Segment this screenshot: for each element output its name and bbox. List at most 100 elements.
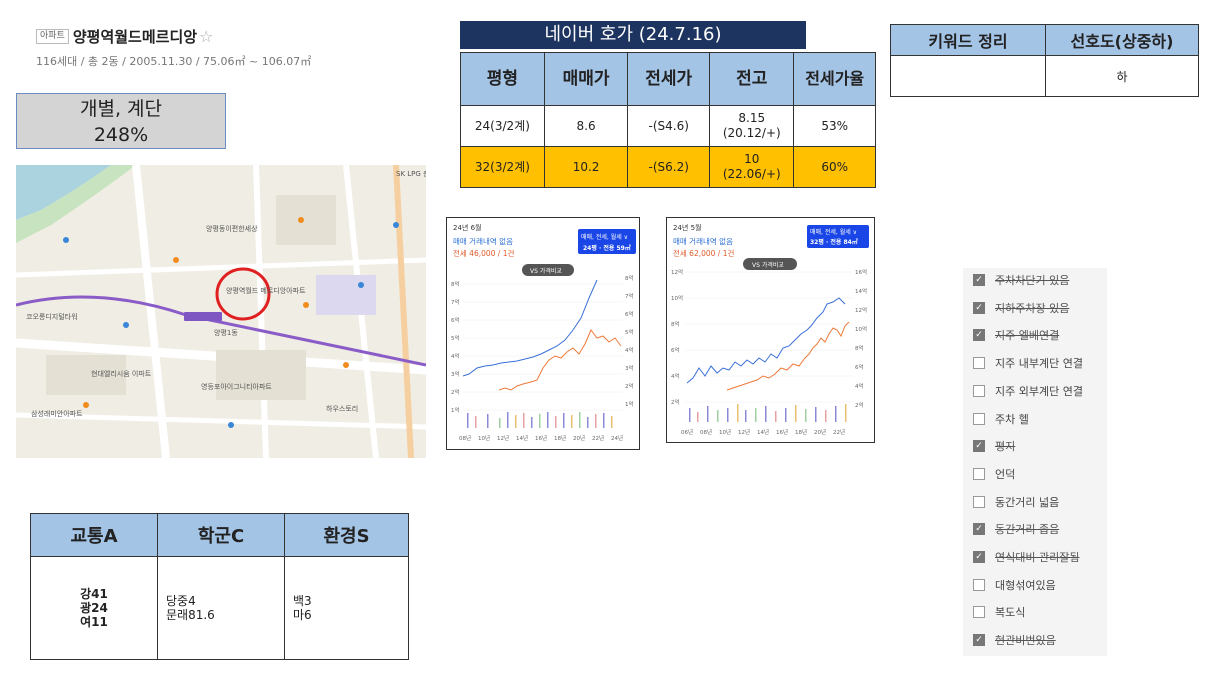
map-label: 하우스토리 <box>326 405 359 413</box>
high-date: (22.06/+) <box>722 167 781 181</box>
y-tick: 7억 <box>451 298 460 306</box>
map-label: 현대엘리시움 이파트 <box>91 370 152 378</box>
checklist-item[interactable]: ✓ 현관비번있음 <box>973 632 1056 648</box>
header-type: 평형 <box>460 52 545 106</box>
subway-line <box>16 295 426 367</box>
y-tick: 4억 <box>451 352 460 360</box>
size-label[interactable]: 32평 · 전용 84㎡ <box>810 238 858 246</box>
checklist-item[interactable]: 대형섞여있음 <box>973 577 1056 593</box>
checkbox-checked[interactable]: ✓ <box>973 274 985 286</box>
structure-ratio-box: 개별, 계단 248% <box>16 93 226 149</box>
checkbox-checked[interactable]: ✓ <box>973 440 985 453</box>
x-tick: 14년 <box>516 434 528 442</box>
compare-label[interactable]: VS 가격비교 <box>752 261 784 269</box>
x-tick: 12년 <box>497 434 509 442</box>
map-label: 코오롱디지털타워 <box>26 313 78 321</box>
checklist-label: 현관비번있음 <box>995 634 1056 648</box>
checklist-item[interactable]: ✓ 연식대비 관리잘됨 <box>973 549 1079 565</box>
checklist-item[interactable]: ✓ 주차차단기 있음 <box>973 272 1069 288</box>
checkbox-unchecked[interactable] <box>973 578 985 591</box>
checkbox-checked[interactable]: ✓ <box>973 301 985 314</box>
structure-label: 개별, 계단 <box>80 98 162 120</box>
apartment-name[interactable]: 양평역월드메르디앙 <box>72 28 198 46</box>
compare-button[interactable] <box>522 264 574 276</box>
y-tick-right: 8억 <box>625 274 634 282</box>
star-icon[interactable]: ☆ <box>199 27 214 46</box>
checkbox-unchecked[interactable] <box>973 495 985 508</box>
station-marker[interactable] <box>184 312 222 321</box>
checkbox-unchecked[interactable] <box>973 357 985 370</box>
high-value: 10 <box>744 152 760 166</box>
checkbox-unchecked[interactable] <box>973 412 985 425</box>
checklist-label: 평지 <box>995 440 1016 454</box>
x-tick: 22년 <box>833 428 845 436</box>
compare-label[interactable]: VS 가격비교 <box>530 267 562 275</box>
x-tick: 20년 <box>814 428 826 436</box>
feature-checklist: ✓ 주차차단기 있음 ✓ 지하주차장 있음 ✓ 지주 엘베연결 지주 내부계단 연결 지주 외… <box>963 268 1107 656</box>
checklist-item[interactable]: 언덕 <box>973 466 1015 482</box>
checklist-item[interactable]: 지주 내부계단 연결 <box>973 355 1083 371</box>
checklist-item[interactable]: ✓ 지주 엘베연결 <box>973 327 1059 343</box>
checklist-item[interactable]: ✓ 지하주차장 있음 <box>973 300 1069 316</box>
location-map[interactable]: SK LPG 충전소 양평역월드 메르디앙아파트 양평1동 영등포아이그니티아파… <box>16 165 426 458</box>
price-chart-32py[interactable]: 24년 5월 매매 거래내역 없음 전세 62,000 / 1건 매매, 전세,… <box>666 217 875 443</box>
environment-value: 마6 <box>293 608 312 622</box>
trade-type-label[interactable]: 매매, 전세, 월세 ∨ <box>581 233 628 241</box>
apartment-header: 아파트 양평역월드메르디앙 ☆ 116세대 / 총 2동 / 2005.11.30 … <box>36 26 366 90</box>
volume-bars <box>467 412 613 428</box>
table-header-row: 교통A 학군C 환경S <box>30 513 409 557</box>
trade-type-tab[interactable] <box>578 229 636 254</box>
checkbox-checked[interactable]: ✓ <box>973 523 985 536</box>
y-tick: 8억 <box>671 320 680 328</box>
header-transport: 교통A <box>30 513 158 557</box>
volume-bars <box>689 404 847 422</box>
y-tick-right: 6억 <box>855 363 864 371</box>
checklist-label: 연식대비 관리잘됨 <box>995 551 1080 564</box>
size-label[interactable]: 24평 · 전용 59㎡ <box>583 244 631 252</box>
checkbox-checked[interactable]: ✓ <box>973 329 985 342</box>
checklist-item[interactable]: 동간거리 넓음 <box>973 494 1059 510</box>
checklist-item[interactable]: ✓ 동간거리 좁음 <box>973 521 1059 537</box>
trade-type-label[interactable]: 매매, 전세, 월세 ∨ <box>810 228 857 236</box>
block <box>46 355 126 395</box>
transport-value: 여11 <box>80 615 108 629</box>
x-tick: 10년 <box>478 434 490 442</box>
checkbox-unchecked[interactable] <box>973 384 985 397</box>
map-label-target[interactable]: 양평역월드 메르디앙아파트 <box>226 287 306 295</box>
x-tick: 24년 <box>611 434 623 442</box>
cell-ratio: 53% <box>793 105 876 147</box>
high-value: 8.15 <box>738 111 766 125</box>
compare-button[interactable] <box>743 258 797 270</box>
checklist-item[interactable]: ✓ 평지 <box>973 438 1015 454</box>
y-tick-right: 12억 <box>855 306 867 314</box>
trade-type-tab[interactable] <box>807 225 869 248</box>
park-shape <box>16 165 136 243</box>
x-tick: 18년 <box>795 428 807 436</box>
checklist-label: 지주 엘베연결 <box>995 329 1060 343</box>
checkbox-unchecked[interactable] <box>973 467 985 480</box>
checklist-item[interactable]: 지주 외부계단 연결 <box>973 383 1083 399</box>
school-value: 문래81.6 <box>166 608 215 622</box>
chart-no-trade: 매매 거래내역 없음 <box>453 236 513 246</box>
block <box>316 275 376 315</box>
table-row-highlighted: 32(3/2계) 10.2 -(S6.2) 10 (22.06/+) 60% <box>460 146 876 188</box>
environment-value: 백3 <box>293 594 312 608</box>
header-preference: 선호도(상중하) <box>1045 24 1199 56</box>
y-tick: 1억 <box>451 406 460 414</box>
x-tick: 20년 <box>573 434 585 442</box>
checklist-item[interactable]: 복도식 <box>973 604 1025 620</box>
checklist-label: 복도식 <box>995 606 1026 620</box>
floor-area-ratio: 248% <box>93 124 149 146</box>
checklist-label: 언덕 <box>995 467 1016 481</box>
checklist-label: 지주 외부계단 연결 <box>995 384 1083 398</box>
checkbox-unchecked[interactable] <box>973 606 985 619</box>
transport-value: 강41 <box>80 587 108 601</box>
checkbox-checked[interactable]: ✓ <box>973 634 985 647</box>
y-tick-right: 4억 <box>855 382 864 390</box>
checklist-label: 대형섞여있음 <box>995 578 1056 592</box>
header-school: 학군C <box>157 513 285 557</box>
cell-keyword <box>890 55 1046 97</box>
price-chart-24py[interactable]: 24년 6월 매매 거래내역 없음 전세 46,000 / 1건 매매, 전세,… <box>446 217 640 450</box>
checkbox-checked[interactable]: ✓ <box>973 551 985 563</box>
checklist-item[interactable]: 주차 헬 <box>973 411 1029 427</box>
